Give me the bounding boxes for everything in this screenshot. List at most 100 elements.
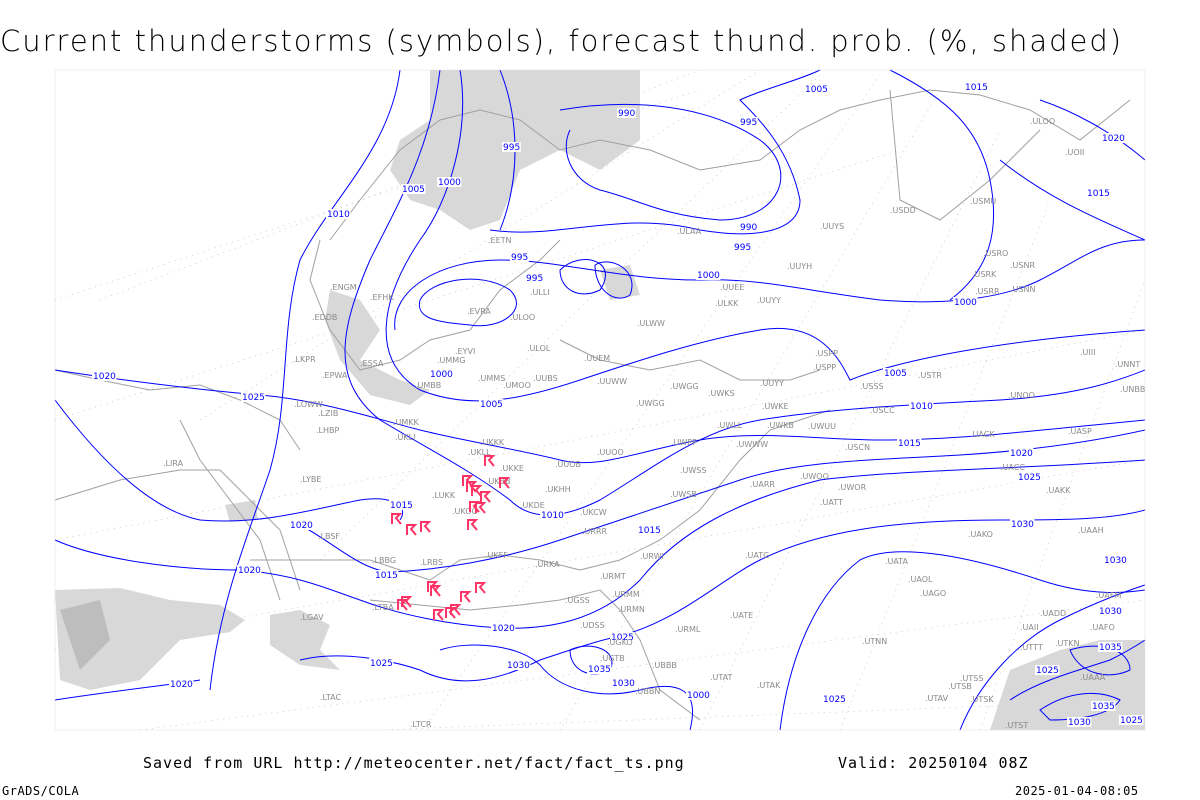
station-label: .UASP	[1068, 427, 1092, 436]
generated-timestamp: 2025-01-04-08:05	[1015, 784, 1139, 798]
isobar-label: 1020	[1010, 449, 1033, 459]
station-label: .LHBP	[316, 426, 340, 435]
station-label: .UACK	[970, 430, 995, 439]
isobar-line	[1009, 639, 1146, 701]
isobar-label-bg	[429, 369, 454, 379]
isobar-label-bg	[739, 222, 758, 232]
shaded-probability-area	[225, 500, 258, 522]
station-label: .UGSS	[565, 596, 590, 605]
thunderstorm-flag-icon	[499, 477, 511, 489]
isobar-label: 1020	[290, 521, 313, 531]
isobar-label: 1030	[1104, 556, 1127, 566]
station-label: .UKBB	[486, 477, 511, 486]
station-label: .LIRA	[163, 459, 184, 468]
station-label: .UOII	[1065, 148, 1084, 157]
grid-line	[699, 129, 1001, 731]
station-label: .UKLI	[395, 433, 415, 442]
isobar-label: 1020	[1102, 134, 1125, 144]
isobar-line	[559, 259, 606, 295]
station-label: .UWWW	[736, 440, 768, 449]
station-label: .UKDE	[520, 501, 545, 510]
isobar-label: 1020	[170, 680, 193, 690]
isobar-label-bg	[479, 399, 504, 409]
isobar-line	[418, 278, 517, 327]
isobar-label: 995	[526, 274, 543, 284]
station-label: .ULLI	[530, 288, 550, 297]
isobar-label: 1020	[238, 566, 261, 576]
station-label: .UATE	[730, 611, 753, 620]
isobar-label-bg	[491, 623, 516, 633]
station-label: .USRK	[972, 270, 997, 279]
isobar-label: 1025	[1018, 473, 1041, 483]
station-label: .UNNT	[1115, 360, 1140, 369]
station-label: .UUBS	[533, 374, 558, 383]
map-title: Current thunderstorms (symbols), forecas…	[0, 24, 1124, 58]
station-label: .UUEE	[720, 283, 744, 292]
station-label: .UTKN	[1055, 639, 1080, 648]
isobar-line	[439, 644, 694, 731]
station-label: .LGAV	[300, 613, 324, 622]
thunderstorm-flag-icon	[420, 521, 432, 533]
coastline	[250, 554, 581, 581]
isobar-line	[489, 69, 821, 235]
isobar-label-bg	[587, 664, 612, 674]
isobar-label-bg	[1098, 642, 1123, 652]
grid-line	[139, 599, 1146, 731]
isobar-label-bg	[610, 632, 635, 642]
station-labels: .ULOO .UOII .USDD .USMU .UUYS .ULAA .UUYH .USRO…	[163, 117, 1145, 730]
station-label: .ESSA	[360, 359, 384, 368]
isobar-label: 1000	[954, 298, 977, 308]
shaded-probability-area	[600, 265, 640, 300]
station-label: .UNBB	[1120, 385, 1145, 394]
isobar-label: 1030	[1068, 718, 1091, 728]
station-label: .UUEM	[584, 354, 610, 363]
station-label: .UAKK	[1046, 486, 1071, 495]
isobar-line	[1039, 99, 1146, 161]
isobar-label: 1000	[430, 370, 453, 380]
station-label: .UKKE	[500, 464, 524, 473]
station-label: .UTSK	[970, 695, 994, 704]
isobar-line	[394, 239, 1146, 331]
isobar-line	[209, 69, 401, 691]
isobar-label-bg	[437, 177, 462, 187]
station-label: .UACC	[1000, 463, 1025, 472]
station-label: .ENGM	[330, 283, 357, 292]
station-label: .UBBN	[635, 687, 660, 696]
station-label: .UIII	[1080, 348, 1095, 357]
isobar-label-bg	[1101, 133, 1126, 143]
station-label: .UTST	[1005, 721, 1028, 730]
isobar-label-bg	[1091, 701, 1116, 711]
valid-time-text: Valid: 20250104 08Z	[838, 754, 1029, 772]
station-label: .UMKK	[393, 418, 420, 427]
isobar-label: 1020	[93, 372, 116, 382]
isobar-label: 995	[740, 118, 757, 128]
station-label: .UWSS	[680, 466, 706, 475]
thunderstorm-flag-icon	[433, 609, 445, 621]
isobar-label-bg	[617, 108, 636, 118]
station-label: .UAAA	[1080, 673, 1106, 682]
thunderstorm-flag-icon	[475, 502, 487, 514]
isobar-label-bg	[637, 525, 662, 535]
isobar-label: 1010	[910, 402, 933, 412]
station-label: .UMMG	[437, 356, 465, 365]
station-label: .UWPP	[671, 438, 697, 447]
isobar-label: 1010	[327, 210, 350, 220]
station-label: .UUWW	[597, 377, 627, 386]
isobar-label-bg	[369, 658, 394, 668]
isobar-label-bg	[502, 142, 521, 152]
thunderstorm-flag-icon	[471, 485, 483, 497]
station-label: .URMN	[618, 605, 645, 614]
grid-line	[559, 89, 941, 731]
isobar-label-bg	[326, 209, 351, 219]
station-label: .USNN	[1010, 285, 1035, 294]
station-label: .LTBA	[372, 603, 394, 612]
station-label: .USRR	[975, 287, 1000, 296]
station-label: .UWOR	[838, 483, 867, 492]
isobar-label-bg	[92, 371, 117, 381]
station-label: .UKHH	[545, 485, 571, 494]
station-label: .UMOO	[503, 381, 531, 390]
station-label: .UBBB	[652, 661, 677, 670]
thunderstorm-flag-icon	[467, 519, 479, 531]
station-label: .UUYS	[820, 222, 844, 231]
